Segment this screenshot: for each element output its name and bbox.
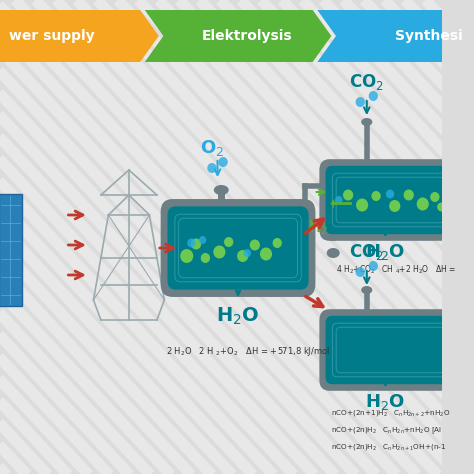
Ellipse shape xyxy=(361,286,373,294)
Polygon shape xyxy=(145,10,331,62)
Ellipse shape xyxy=(237,250,248,262)
FancyBboxPatch shape xyxy=(0,194,22,306)
Ellipse shape xyxy=(207,163,217,173)
Polygon shape xyxy=(317,10,474,62)
Text: H$_2$O: H$_2$O xyxy=(365,242,405,262)
Ellipse shape xyxy=(343,190,353,201)
Ellipse shape xyxy=(335,196,343,204)
Polygon shape xyxy=(0,10,159,62)
FancyBboxPatch shape xyxy=(326,166,455,234)
Ellipse shape xyxy=(417,198,429,210)
Ellipse shape xyxy=(386,190,394,199)
FancyBboxPatch shape xyxy=(167,206,309,290)
Ellipse shape xyxy=(201,253,210,263)
Ellipse shape xyxy=(372,191,381,201)
Ellipse shape xyxy=(260,247,272,261)
Ellipse shape xyxy=(273,238,282,248)
Text: wer supply: wer supply xyxy=(9,29,94,43)
Ellipse shape xyxy=(199,236,206,244)
Text: 4 H$_2$+CO$_2$   CH $_{4}$+2 H$_2$O   ΔH =: 4 H$_2$+CO$_2$ CH $_{4}$+2 H$_2$O ΔH = xyxy=(336,263,456,275)
Text: nCO+(2n+1)H$_2$   C$_n$H$_{2n+2}$+nH$_2$O: nCO+(2n+1)H$_2$ C$_n$H$_{2n+2}$+nH$_2$O xyxy=(331,408,451,418)
Text: CO$_2$: CO$_2$ xyxy=(349,72,384,92)
Text: CO$_2$: CO$_2$ xyxy=(349,242,384,262)
Text: nCO+(2n)H$_2$   C$_n$H$_{2n}$+nH$_2$O [Al: nCO+(2n)H$_2$ C$_n$H$_{2n}$+nH$_2$O [Al xyxy=(331,425,443,436)
Text: Elektrolysis: Elektrolysis xyxy=(202,29,292,43)
Text: H$_2$O: H$_2$O xyxy=(216,306,260,328)
Ellipse shape xyxy=(224,237,233,247)
Ellipse shape xyxy=(356,97,365,107)
Ellipse shape xyxy=(214,185,229,195)
FancyBboxPatch shape xyxy=(161,199,315,297)
Text: nCO+(2n)H$_2$   C$_n$H$_{2n+1}$OH+(n-1: nCO+(2n)H$_2$ C$_n$H$_{2n+1}$OH+(n-1 xyxy=(331,442,447,452)
Text: Synthesi: Synthesi xyxy=(395,29,463,43)
Ellipse shape xyxy=(369,261,378,271)
Ellipse shape xyxy=(389,200,401,212)
FancyBboxPatch shape xyxy=(326,316,455,384)
Text: H$_2$: H$_2$ xyxy=(308,219,328,237)
Text: H$_2$O: H$_2$O xyxy=(365,392,405,412)
Ellipse shape xyxy=(180,249,193,263)
FancyBboxPatch shape xyxy=(319,159,461,241)
Ellipse shape xyxy=(356,267,365,277)
Ellipse shape xyxy=(361,118,373,126)
Text: O$_2$: O$_2$ xyxy=(200,138,224,158)
Ellipse shape xyxy=(369,91,378,101)
Ellipse shape xyxy=(244,249,251,257)
Ellipse shape xyxy=(430,192,439,202)
Ellipse shape xyxy=(327,248,340,258)
Ellipse shape xyxy=(403,190,414,201)
Ellipse shape xyxy=(191,238,201,249)
FancyBboxPatch shape xyxy=(319,309,461,391)
Ellipse shape xyxy=(356,199,368,211)
Text: 2 H$_2$O   2 H $_{2}$+O$_2$   ΔH = +571,8 kJ/mol: 2 H$_2$O 2 H $_{2}$+O$_2$ ΔH = +571,8 kJ… xyxy=(166,345,330,358)
Ellipse shape xyxy=(437,202,446,211)
Ellipse shape xyxy=(250,239,260,250)
Ellipse shape xyxy=(187,238,196,247)
Ellipse shape xyxy=(213,246,226,258)
Ellipse shape xyxy=(219,157,228,167)
